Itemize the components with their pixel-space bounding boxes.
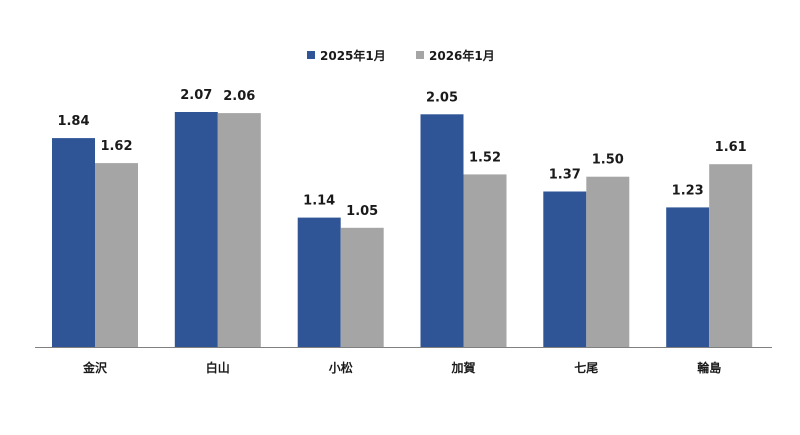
value-label-1-3: 1.14 <box>303 194 335 209</box>
value-label-2-6: 1.61 <box>715 140 747 155</box>
value-label-1-6: 1.23 <box>672 183 704 198</box>
bar-1-2 <box>174 112 218 347</box>
value-label-2-4: 1.52 <box>469 150 501 165</box>
value-label-2-2: 2.06 <box>223 89 255 104</box>
category-labels-group: 金沢 白山 小松 加賀 七尾 輪島 <box>82 360 721 375</box>
value-label-1-5: 1.37 <box>549 168 581 183</box>
category-label-4: 加賀 <box>450 360 475 375</box>
bar-2-2 <box>217 113 261 347</box>
value-label-2-1: 1.62 <box>100 139 132 154</box>
bar-1-5 <box>543 191 587 347</box>
category-label-6: 輪島 <box>697 360 721 375</box>
legend-swatch-1 <box>307 51 315 59</box>
bar-2-3 <box>340 227 384 347</box>
bars-group <box>52 112 753 347</box>
category-label-3: 小松 <box>329 360 353 375</box>
bar-1-4 <box>420 114 464 347</box>
category-label-5: 七尾 <box>574 361 598 375</box>
legend-label-2: 2026年1月 <box>429 48 495 63</box>
legend-swatch-2 <box>416 51 424 59</box>
category-label-2: 白山 <box>206 360 230 375</box>
bar-2-1 <box>95 163 138 347</box>
value-label-1-4: 2.05 <box>426 90 458 105</box>
value-label-1-1: 1.84 <box>57 114 89 129</box>
value-labels-group: 1.84 1.62 2.07 2.06 1.14 1.05 2.05 1.52 1.37 1.50… <box>57 88 746 219</box>
bar-2-4 <box>463 174 507 347</box>
legend-label-1: 2025年1月 <box>320 48 386 63</box>
bar-2-6 <box>709 164 753 347</box>
bar-1-1 <box>52 138 95 347</box>
bar-1-3 <box>297 217 341 347</box>
bar-1-6 <box>666 207 710 347</box>
legend: 2025年1月 2026年1月 <box>307 48 495 63</box>
value-label-2-5: 1.50 <box>592 153 624 168</box>
bar-2-5 <box>586 176 630 347</box>
value-label-2-3: 1.05 <box>346 204 378 219</box>
category-label-1: 金沢 <box>82 360 108 375</box>
value-label-1-2: 2.07 <box>180 88 212 103</box>
